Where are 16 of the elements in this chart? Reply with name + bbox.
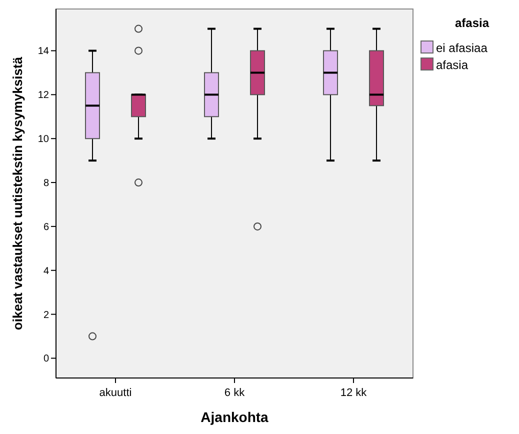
x-axis-title: Ajankohta [200,409,269,425]
y-tick-label: 6 [43,222,50,233]
legend-title: afasia [455,16,490,30]
y-tick-label: 10 [38,134,50,146]
y-tick-label: 14 [38,46,50,58]
x-tick-label: akuutti [99,387,132,399]
y-tick-label: 8 [43,178,50,190]
legend-label: ei afasiaa [436,41,488,55]
y-tick-label: 12 [38,90,50,102]
y-axis-title: oikeat vastaukset uutistekstin kysymyksistä [10,56,25,330]
y-tick-label: 4 [43,266,50,277]
y-tick-label: 0 [43,354,50,365]
x-tick-label: 6 kk [224,387,246,399]
x-tick-label: 12 kk [340,387,368,399]
y-tick-label: 2 [43,310,50,321]
legend-label: afasia [436,58,468,72]
